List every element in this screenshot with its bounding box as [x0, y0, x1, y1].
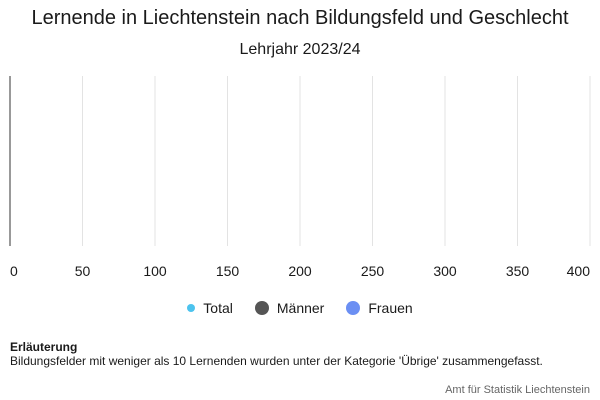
legend-item-frauen[interactable]: Frauen: [346, 300, 413, 316]
x-tick-label: 50: [75, 263, 91, 279]
chart-plot-area: 0 50 100 150 200 250 300 350 400: [9, 76, 591, 279]
legend-label-total: Total: [203, 300, 233, 316]
x-tick-label: 400: [567, 263, 591, 279]
x-tick-label: 100: [143, 263, 167, 279]
chart-title: Lernende in Liechtenstein nach Bildungsf…: [31, 7, 569, 29]
chart-subtitle: Lehrjahr 2023/24: [239, 41, 361, 58]
legend-marker-maenner: [254, 301, 269, 315]
legend-marker-frauen: [346, 301, 361, 315]
x-tick-label: 150: [216, 263, 240, 279]
legend-item-total[interactable]: Total: [187, 300, 233, 316]
x-tick-label: 300: [433, 263, 457, 279]
x-tick-label: 0: [10, 263, 18, 279]
x-tick-label: 250: [361, 263, 385, 279]
chart-legend: Total Männer Frauen: [0, 300, 600, 316]
x-tick-label: 200: [288, 263, 312, 279]
x-tick-label: 350: [506, 263, 530, 279]
legend-item-maenner[interactable]: Männer: [254, 300, 325, 316]
note-text: Bildungsfelder mit weniger als 10 Lernen…: [10, 354, 543, 368]
explanation-note: Erläuterung Bildungsfelder mit weniger a…: [10, 340, 595, 368]
source-credit: Amt für Statistik Liechtenstein: [445, 384, 590, 396]
note-title: Erläuterung: [10, 340, 78, 354]
legend-marker-total: [187, 304, 196, 312]
legend-label-maenner: Männer: [276, 300, 325, 316]
legend-label-frauen: Frauen: [368, 300, 413, 316]
